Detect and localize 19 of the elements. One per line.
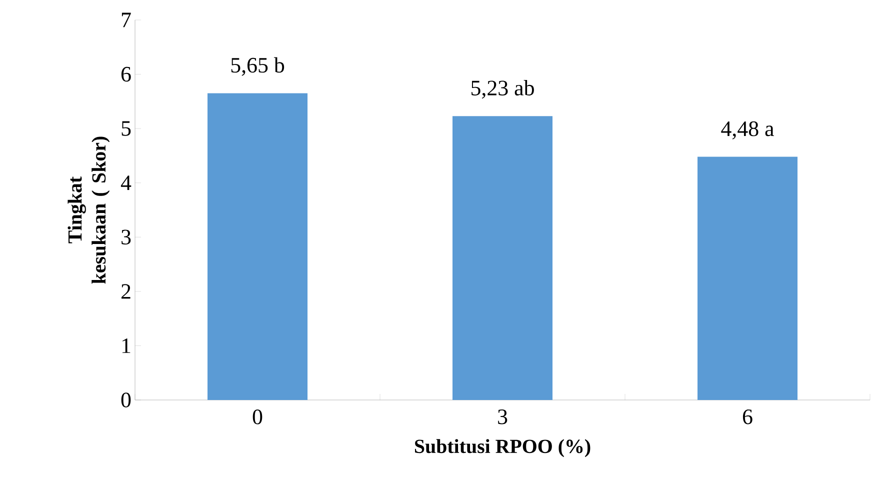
y-axis-title: Tingkat kesukaan ( Skor) — [68, 136, 110, 284]
y-tick-label: 5 — [122, 121, 131, 136]
data-label: 5,65 b — [231, 57, 284, 76]
x-tick-label: 0 — [252, 409, 262, 424]
y-tick-label: 3 — [122, 230, 131, 244]
bar — [208, 93, 308, 400]
y-tick-label: 0 — [121, 392, 131, 408]
data-label: 5,23 ab — [472, 80, 534, 99]
x-tick-label: 3 — [498, 409, 508, 424]
bar — [452, 116, 553, 400]
y-tick-label: 6 — [121, 66, 131, 82]
x-axis-title: Subtitusi RPOO (%) — [415, 439, 590, 458]
y-tick-label: 4 — [120, 176, 132, 190]
bar — [698, 156, 798, 400]
data-label: 4,48 a — [721, 121, 774, 140]
y-tick-label: 7 — [122, 12, 131, 28]
y-tick-label: 2 — [121, 284, 130, 299]
x-tick-label: 6 — [742, 409, 752, 424]
y-tick-label: 1 — [122, 338, 130, 353]
